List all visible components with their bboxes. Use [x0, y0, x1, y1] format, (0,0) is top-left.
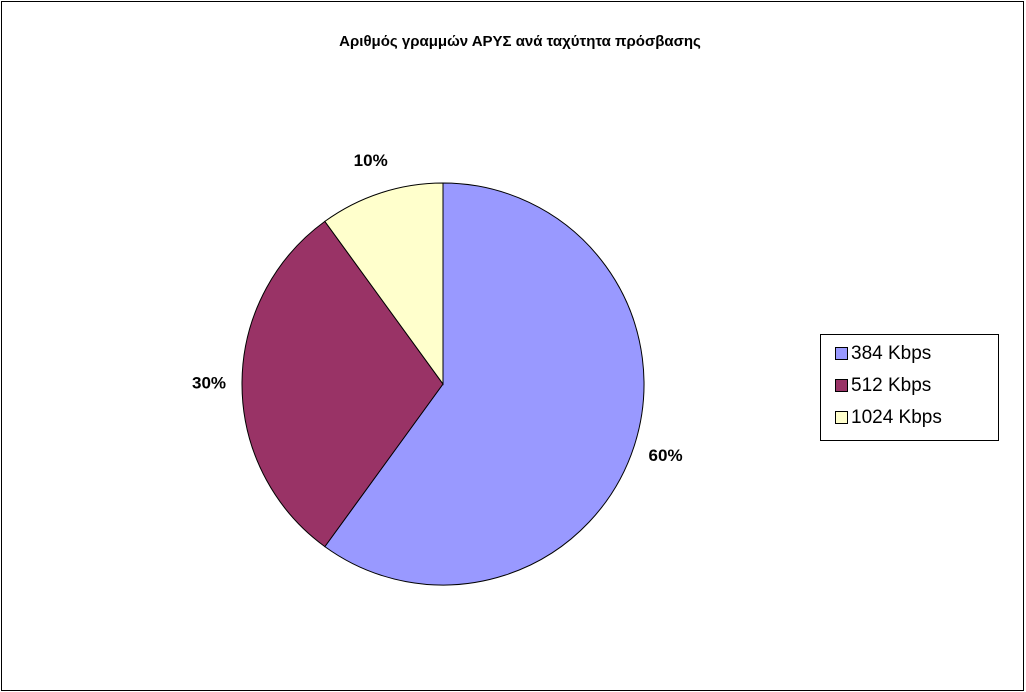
legend-swatch — [835, 379, 848, 392]
legend-label: 512 Kbps — [851, 375, 931, 396]
legend-label: 1024 Kbps — [851, 407, 942, 428]
data-label: 10% — [354, 151, 388, 170]
chart-title: Αριθμός γραμμών ΑΡΥΣ ανά ταχύτητα πρόσβα… — [339, 33, 701, 50]
legend-label: 384 Kbps — [851, 343, 931, 364]
pie-slice — [241, 220, 444, 548]
data-label: 60% — [649, 446, 683, 465]
legend-swatch — [835, 411, 848, 424]
pie-slice — [324, 182, 444, 386]
data-label: 30% — [192, 373, 226, 392]
legend-swatch — [835, 347, 848, 360]
legend-box — [820, 334, 999, 441]
pie-slice — [324, 182, 645, 586]
